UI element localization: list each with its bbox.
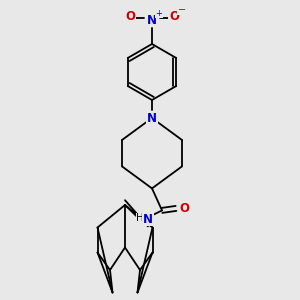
Text: O: O xyxy=(169,10,179,22)
Text: H: H xyxy=(136,213,144,224)
Text: N: N xyxy=(147,112,157,124)
Text: −: − xyxy=(178,5,186,15)
Text: N: N xyxy=(147,14,157,26)
Text: O: O xyxy=(125,10,135,22)
Text: +: + xyxy=(156,8,162,17)
Text: N: N xyxy=(143,213,153,226)
Text: O: O xyxy=(179,202,189,215)
